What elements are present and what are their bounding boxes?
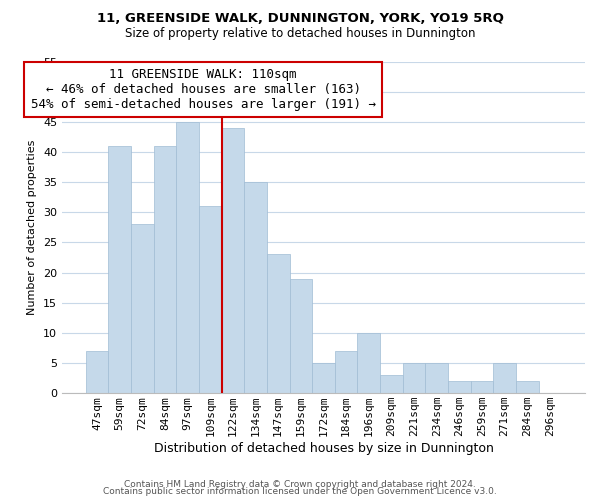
Bar (290, 278, 312, 393)
Bar (470, 381, 493, 393)
Text: 11 GREENSIDE WALK: 110sqm
← 46% of detached houses are smaller (163)
54% of semi: 11 GREENSIDE WALK: 110sqm ← 46% of detac… (31, 68, 376, 111)
Bar (221, 128, 244, 393)
Bar (425, 363, 448, 393)
Bar (516, 381, 539, 393)
Bar (493, 363, 516, 393)
Bar (176, 122, 199, 393)
Text: Contains HM Land Registry data © Crown copyright and database right 2024.: Contains HM Land Registry data © Crown c… (124, 480, 476, 489)
Bar (199, 206, 221, 393)
Bar (403, 363, 425, 393)
Text: 11, GREENSIDE WALK, DUNNINGTON, YORK, YO19 5RQ: 11, GREENSIDE WALK, DUNNINGTON, YORK, YO… (97, 12, 503, 26)
Bar (244, 182, 267, 393)
Bar (312, 363, 335, 393)
Bar (109, 146, 131, 393)
Bar (154, 146, 176, 393)
Bar (380, 375, 403, 393)
Bar (448, 381, 470, 393)
Bar (86, 351, 109, 393)
Bar (335, 351, 358, 393)
X-axis label: Distribution of detached houses by size in Dunnington: Distribution of detached houses by size … (154, 442, 493, 455)
Bar (358, 333, 380, 393)
Text: Contains public sector information licensed under the Open Government Licence v3: Contains public sector information licen… (103, 488, 497, 496)
Text: Size of property relative to detached houses in Dunnington: Size of property relative to detached ho… (125, 28, 475, 40)
Bar (131, 224, 154, 393)
Bar (267, 254, 290, 393)
Y-axis label: Number of detached properties: Number of detached properties (28, 140, 37, 315)
